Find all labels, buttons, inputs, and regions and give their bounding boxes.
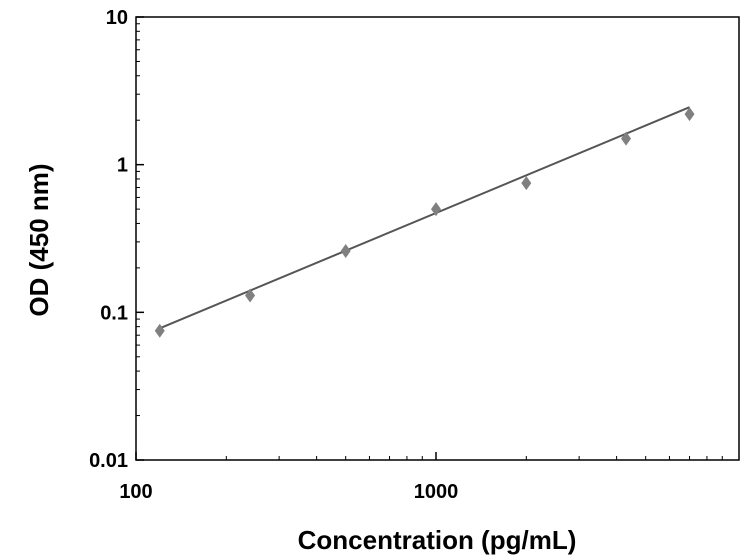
x-tick-label: 100	[119, 481, 152, 503]
x-tick-labels: 100 1000	[119, 481, 458, 503]
y-tick-labels: 10 1 0.1 0.01	[89, 7, 128, 472]
y-minor-ticks	[136, 23, 140, 417]
data-point	[154, 323, 165, 338]
y-axis-title: OD (450 nm)	[24, 163, 54, 316]
data-point	[521, 176, 532, 191]
data-points-layer	[154, 107, 695, 338]
x-tick-label: 1000	[414, 481, 459, 503]
x-axis-title: Concentration (pg/mL)	[298, 525, 577, 555]
data-point	[431, 202, 441, 217]
y-tick-label: 0.01	[89, 450, 128, 472]
data-point	[621, 131, 632, 146]
x-major-ticks	[135, 452, 437, 460]
y-tick-label: 1	[117, 155, 128, 177]
y-tick-label: 0.1	[100, 302, 128, 324]
plot-area	[135, 16, 740, 461]
data-point	[684, 107, 695, 122]
x-minor-ticks	[225, 456, 723, 460]
y-tick-label: 10	[106, 7, 128, 29]
y-major-ticks	[136, 16, 144, 461]
data-point	[340, 244, 351, 259]
data-point	[245, 288, 256, 303]
